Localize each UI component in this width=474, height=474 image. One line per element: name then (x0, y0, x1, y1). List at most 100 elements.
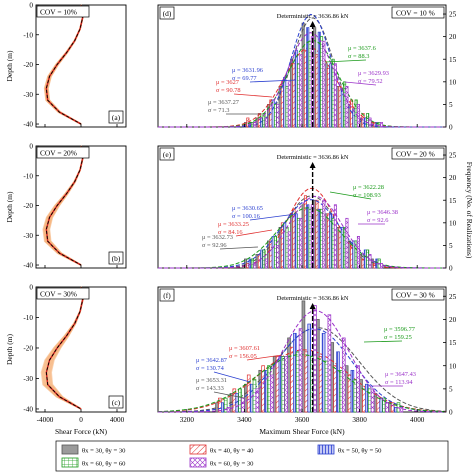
histogram-panel-1: Deterministic = 3636.86 kN COV = 20 % (e) μ… (157, 145, 457, 273)
histogram-bar (356, 365, 360, 413)
histogram-bar (253, 263, 257, 269)
panel-letter: (f) (163, 291, 171, 300)
panel-letter-box (159, 147, 175, 161)
histogram-bar (330, 342, 335, 413)
stat-annotation: μ = 3629.93σ = 79.52 (344, 70, 389, 86)
annotation-pointer (324, 59, 367, 63)
histogram-bar (368, 254, 372, 269)
histogram-bar (269, 374, 274, 413)
mean-annotation: μ = 3607.61 (229, 345, 260, 352)
x-tick-label: 4000 (110, 416, 125, 424)
y-tick-label: -20 (23, 202, 33, 210)
legend-label: θx = 40, θy = 40 (210, 448, 254, 455)
stat-annotation: μ = 3631.96σ = 69.77 (232, 67, 297, 83)
histogram-bar (385, 402, 389, 413)
cov-label: COV = 10 % (396, 9, 435, 18)
x-tick-label: 4000 (410, 416, 425, 424)
y-tick-label: -40 (23, 406, 33, 414)
histogram-bar (316, 319, 320, 413)
histogram-bar (258, 369, 263, 413)
histogram-bar (290, 346, 294, 413)
annotation-pointer (329, 191, 372, 200)
histogram-bar (287, 337, 291, 413)
histogram-bar (350, 369, 355, 413)
right-y-axis-label: Frequency (No. of Realizations) (465, 162, 474, 259)
depth-profile-panel-2: -4000 0 4000 0 -10 -20 -30 -40 COV = 30% (c) Depth… (5, 284, 127, 424)
histogram-bar (298, 328, 303, 413)
cov-box (36, 287, 90, 300)
mean-annotation: μ = 3637.6 (348, 45, 376, 52)
stat-annotation: μ = 3646.38σ = 92.6 (358, 209, 398, 225)
histogram-bar (324, 360, 329, 413)
y-tick-label: -30 (23, 375, 33, 383)
y-tick-label: -20 (23, 345, 33, 353)
histogram-panel-0: Deterministic = 3636.86 kN COV = 10 % (d) μ… (157, 4, 457, 132)
histogram-bar (264, 369, 268, 413)
stat-annotation: μ = 3637.6σ = 88.3 (324, 45, 376, 63)
panel-letter-box (108, 110, 124, 124)
histogram-bar (318, 356, 323, 413)
histogram-bar (341, 337, 346, 413)
histogram-bar (379, 122, 383, 128)
cov-label: COV = 10% (40, 8, 77, 17)
y-tick-label: -40 (23, 262, 33, 270)
legend-swatch (61, 457, 79, 468)
mean-annotation: μ = 3646.38 (367, 209, 398, 216)
series-bars-4 (226, 305, 404, 413)
histogram-bar (393, 407, 398, 413)
y-tick-label: 20 (449, 316, 457, 324)
sigma-annotation: σ = 100.16 (232, 213, 260, 220)
histogram-bar (299, 54, 303, 128)
legend: θx = 30, θy = 30 θx = 40, θy = 40 θx = 50,… (55, 440, 449, 472)
deterministic-label: Deterministic = 3636.86 kN (277, 154, 349, 161)
y-axis-label: Depth (m) (5, 191, 14, 223)
mean-annotation: μ = 3647.43 (385, 371, 416, 378)
sigma-annotation: σ = 159.25 (384, 334, 412, 341)
annotation-pointer (249, 213, 297, 221)
histogram-bar (321, 332, 326, 413)
x-tick-label: 0 (79, 416, 83, 424)
histogram-bar (287, 231, 291, 269)
annotation-pointer (219, 246, 259, 250)
panel-letter: (c) (112, 398, 121, 407)
panel-letter-box (108, 251, 124, 265)
histogram-bar (327, 314, 332, 413)
mean-annotation: μ = 3596.77 (384, 326, 416, 333)
cov-label: COV = 20% (40, 149, 77, 158)
annotation-pointer (363, 340, 403, 343)
histogram-bar (295, 351, 300, 413)
annotation-pointer (344, 81, 377, 86)
y-tick-label: 25 (449, 293, 457, 301)
histogram-bar (293, 332, 297, 413)
y-tick-label: 15 (449, 339, 457, 347)
y-tick-label: -30 (23, 91, 33, 99)
histogram-bar (304, 351, 309, 413)
cov-box (391, 288, 445, 301)
deterministic-arrow-icon (309, 162, 316, 168)
panel-letter-box (108, 395, 124, 409)
histogram-bar (261, 365, 265, 413)
mean-annotation: μ = 3633.25 (218, 221, 249, 228)
depth-profile-panel-1: 0 -10 -20 -30 -40 COV = 20% (b) Depth (m) (5, 143, 127, 270)
stat-annotation: μ = 3630.65σ = 100.16 (232, 205, 297, 221)
legend-swatch (61, 444, 79, 455)
legend-label: θx = 30, θy = 30 (82, 448, 126, 455)
stat-annotation: μ = 3633.25σ = 84.16 (218, 221, 273, 237)
mean-annotation: μ = 3630.65 (232, 205, 263, 212)
y-tick-label: 0 (449, 409, 453, 417)
deterministic-arrow-icon (309, 303, 316, 309)
stat-annotation: μ = 3622.28σ = 108.93 (329, 184, 384, 200)
stat-annotation: μ = 3653.31σ = 143.33 (196, 377, 245, 399)
histogram-bar (356, 236, 360, 269)
legend-swatch (189, 457, 207, 468)
histogram-bar (368, 117, 372, 128)
y-tick-label: 15 (449, 56, 457, 64)
y-tick-label: 15 (449, 197, 457, 205)
y-tick-label: 10 (449, 219, 457, 227)
histogram-bar (264, 117, 268, 128)
x-tick-label: 3800 (352, 416, 367, 424)
histogram-bar (284, 356, 288, 413)
deterministic-profile-line (45, 145, 84, 266)
histogram-bar (264, 258, 268, 269)
